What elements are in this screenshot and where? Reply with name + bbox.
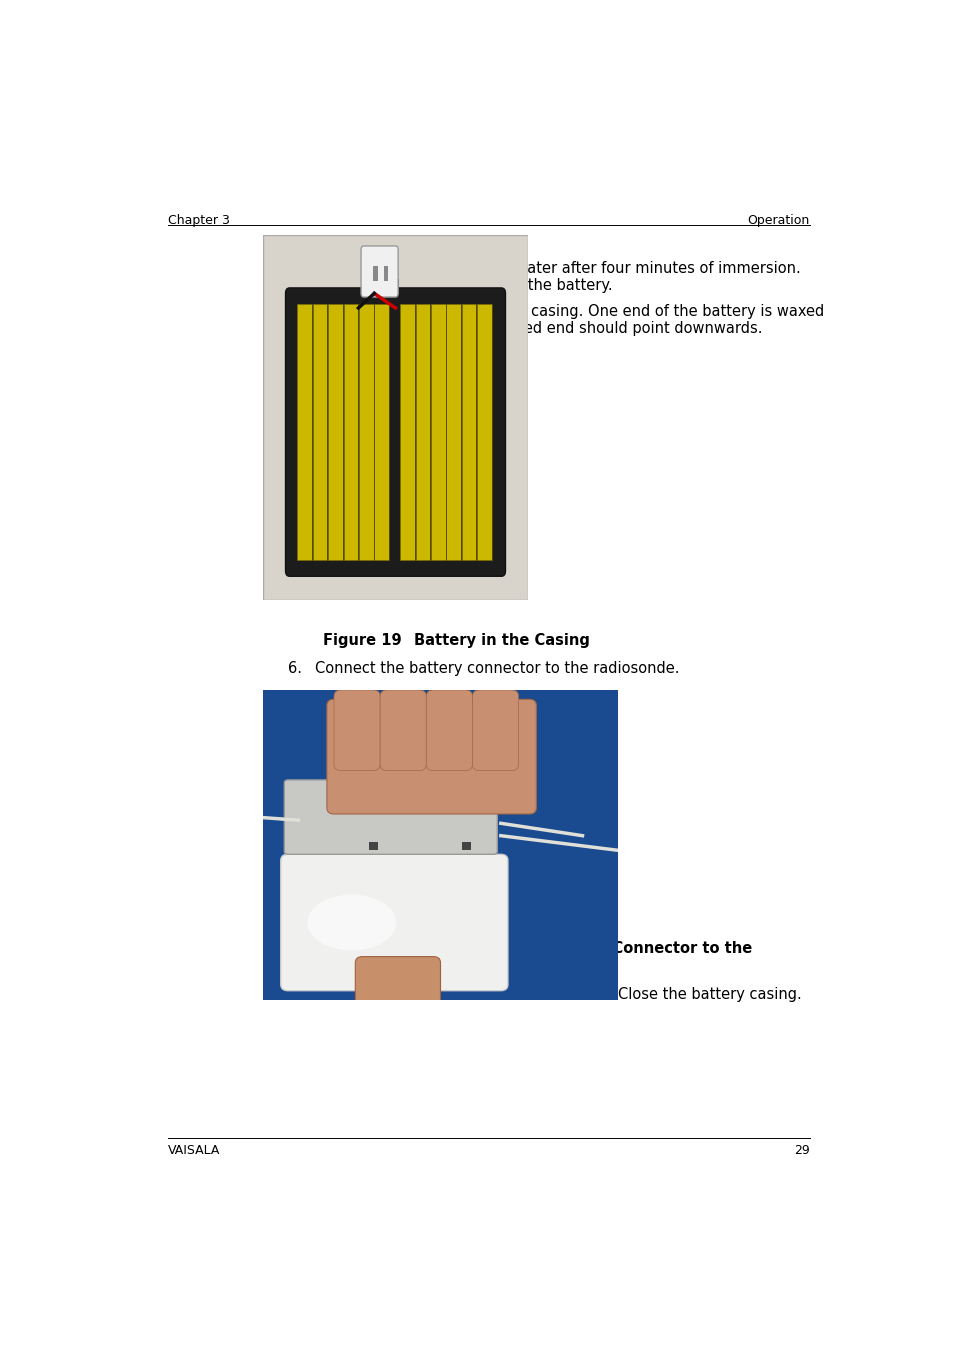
- FancyBboxPatch shape: [360, 246, 397, 297]
- Bar: [313, 304, 327, 560]
- Bar: [373, 266, 377, 281]
- Bar: [416, 304, 430, 560]
- FancyBboxPatch shape: [285, 288, 505, 576]
- Bar: [400, 304, 415, 560]
- Text: 4.: 4.: [288, 261, 302, 275]
- Bar: [358, 304, 374, 560]
- Bar: [374, 304, 389, 560]
- Bar: [369, 842, 378, 849]
- Text: Operation: Operation: [747, 215, 809, 227]
- Text: Chapter 3: Chapter 3: [168, 215, 230, 227]
- Text: The radiosonde has now been activated. Close the battery casing.: The radiosonde has now been activated. C…: [315, 987, 801, 1003]
- Text: Take the battery out of the water after four minutes of immersion.: Take the battery out of the water after …: [315, 261, 801, 275]
- FancyBboxPatch shape: [284, 780, 497, 855]
- Bar: [297, 304, 312, 560]
- Bar: [328, 304, 342, 560]
- FancyBboxPatch shape: [327, 699, 536, 814]
- Text: Do not squeeze water out of the battery.: Do not squeeze water out of the battery.: [315, 278, 613, 293]
- Text: Figure 19: Figure 19: [323, 633, 401, 648]
- Bar: [392, 279, 398, 571]
- Text: 5.: 5.: [288, 305, 302, 320]
- Bar: [461, 842, 470, 849]
- Bar: [343, 304, 357, 560]
- Bar: [383, 266, 388, 281]
- FancyBboxPatch shape: [426, 690, 472, 771]
- FancyBboxPatch shape: [379, 690, 426, 771]
- Text: Radiosonde: Radiosonde: [414, 958, 510, 973]
- FancyBboxPatch shape: [355, 957, 440, 1006]
- Text: Connecting the Battery Connector to the: Connecting the Battery Connector to the: [414, 941, 751, 956]
- FancyBboxPatch shape: [334, 690, 379, 771]
- Text: 7.: 7.: [288, 987, 302, 1003]
- Text: Connect the battery connector to the radiosonde.: Connect the battery connector to the rad…: [315, 662, 679, 676]
- Text: Figure 20: Figure 20: [323, 941, 401, 956]
- FancyBboxPatch shape: [280, 855, 507, 991]
- Ellipse shape: [307, 895, 395, 950]
- Bar: [446, 304, 460, 560]
- Bar: [431, 304, 445, 560]
- Text: 29: 29: [793, 1143, 809, 1157]
- Text: to prevent leakage. The waxed end should point downwards.: to prevent leakage. The waxed end should…: [315, 321, 762, 336]
- Text: VAISALA: VAISALA: [168, 1143, 220, 1157]
- Bar: [461, 304, 476, 560]
- Text: Put the battery back into the casing. One end of the battery is waxed: Put the battery back into the casing. On…: [315, 305, 823, 320]
- Text: 6.: 6.: [288, 662, 302, 676]
- Bar: [476, 304, 491, 560]
- Text: Battery in the Casing: Battery in the Casing: [414, 633, 589, 648]
- FancyBboxPatch shape: [254, 224, 536, 612]
- FancyBboxPatch shape: [472, 690, 518, 771]
